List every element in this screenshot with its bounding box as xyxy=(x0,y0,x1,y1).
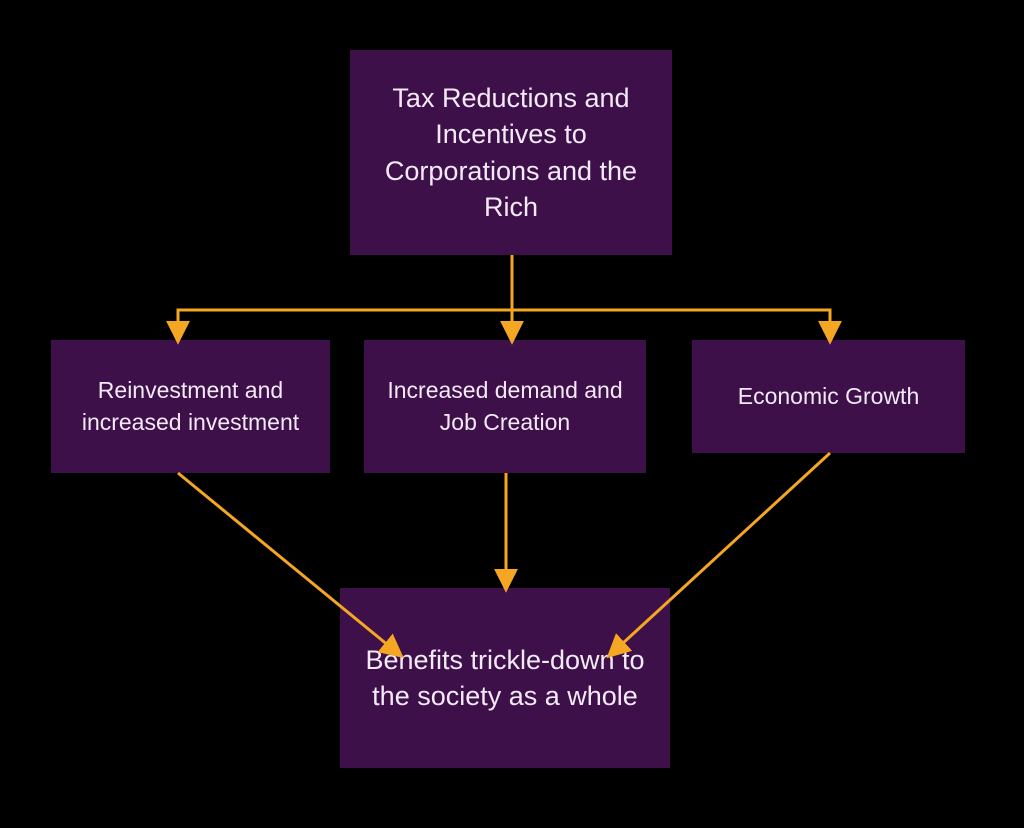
node-middle: Increased demand and Job Creation xyxy=(364,340,646,473)
node-top: Tax Reductions and Incentives to Corpora… xyxy=(350,50,672,255)
node-bottom-label: Benefits trickle-down to the society as … xyxy=(354,642,656,715)
node-right: Economic Growth xyxy=(692,340,965,453)
node-bottom: Benefits trickle-down to the society as … xyxy=(340,588,670,768)
node-top-label: Tax Reductions and Incentives to Corpora… xyxy=(364,80,658,226)
node-left: Reinvestment and increased investment xyxy=(51,340,330,473)
node-right-label: Economic Growth xyxy=(738,381,920,412)
edge-top-to-left xyxy=(178,255,512,340)
edge-top-to-right xyxy=(512,255,830,340)
node-middle-label: Increased demand and Job Creation xyxy=(378,375,632,437)
node-left-label: Reinvestment and increased investment xyxy=(65,375,316,437)
